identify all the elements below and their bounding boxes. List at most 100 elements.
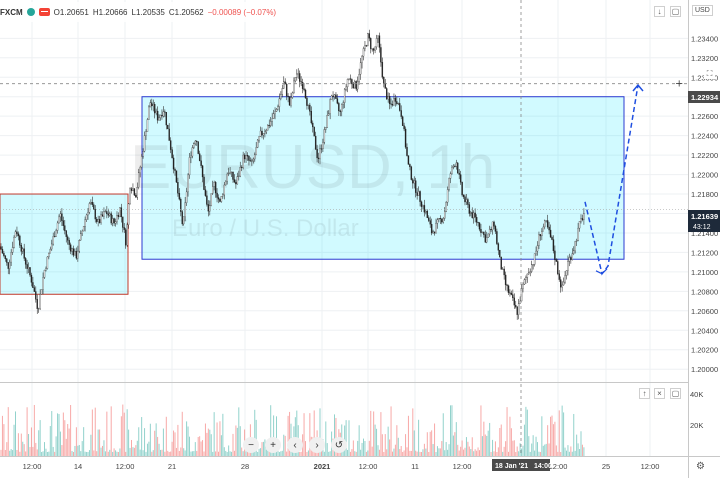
- arrow-down-icon[interactable]: ↓: [654, 6, 665, 17]
- candle-body: [38, 308, 40, 310]
- volume-bar: [149, 423, 151, 456]
- candle-body: [371, 48, 373, 50]
- candle-body: [545, 220, 547, 222]
- volume-bar: [442, 413, 444, 456]
- currency-badge[interactable]: USD: [692, 5, 713, 16]
- candle-body: [322, 142, 324, 150]
- volume-bar: [526, 409, 528, 456]
- candle-body: [22, 248, 24, 252]
- volume-bar: [450, 405, 451, 456]
- volume-bar: [358, 425, 360, 456]
- volume-bar: [19, 451, 21, 456]
- candle-body: [233, 179, 236, 183]
- time-axis[interactable]: 12:00 14 12:00 21 28 2021 12:00 11 12:00 12:00 25 1…: [23, 462, 660, 471]
- candle-body: [365, 45, 368, 47]
- fullscreen-icon[interactable]: ⛶: [704, 68, 715, 79]
- volume-bar: [238, 407, 240, 456]
- candle-body: [477, 222, 479, 224]
- candle-body: [413, 180, 415, 184]
- volume-bar: [326, 443, 328, 456]
- candle-body: [269, 121, 272, 126]
- reset-button[interactable]: ↺: [331, 437, 347, 453]
- volume-bar: [421, 452, 422, 456]
- volume-bar: [84, 451, 86, 456]
- candle-body: [478, 222, 481, 230]
- volume-bar: [393, 448, 395, 456]
- arrow-up-icon[interactable]: ↑: [639, 388, 650, 399]
- scroll-left-button[interactable]: ‹: [287, 437, 303, 453]
- volume-bar: [387, 426, 389, 456]
- candle-body: [501, 268, 504, 270]
- candle-body: [445, 202, 447, 212]
- close-icon[interactable]: ×: [654, 388, 665, 399]
- candle-body: [406, 147, 408, 156]
- volume-bar: [3, 424, 5, 456]
- candle-body: [430, 224, 433, 234]
- settings-icon[interactable]: ⚙: [695, 461, 706, 472]
- volume-bar: [196, 450, 198, 456]
- candle-body: [106, 211, 108, 215]
- candle-body: [206, 195, 208, 205]
- volume-bar: [286, 451, 288, 456]
- candle-body: [404, 128, 407, 148]
- candle-body: [458, 172, 460, 175]
- candle-body: [152, 104, 154, 107]
- price-tick-label: 1.22600: [691, 112, 718, 121]
- volume-bar: [439, 448, 441, 456]
- candle-body: [564, 275, 566, 283]
- window-icon-volume[interactable]: ▢: [670, 388, 681, 399]
- candle-body: [10, 252, 12, 263]
- zoom-out-button[interactable]: −: [243, 437, 259, 453]
- volume-bar: [93, 450, 95, 456]
- flag-icon[interactable]: [38, 8, 50, 16]
- volume-bar: [552, 424, 554, 456]
- candle-body: [142, 151, 144, 157]
- volume-bar: [104, 451, 106, 456]
- volume-bar: [158, 443, 160, 456]
- volume-bar: [129, 447, 131, 456]
- candle-body: [544, 220, 546, 228]
- volume-bar: [187, 426, 189, 456]
- window-icon[interactable]: ▢: [670, 6, 681, 17]
- volume-bar: [510, 428, 512, 456]
- candle-body: [429, 220, 431, 225]
- volume-bar: [563, 412, 565, 456]
- candle-body: [139, 166, 141, 173]
- volume-bar: [373, 411, 375, 456]
- candle-body: [336, 98, 339, 104]
- candle-body: [11, 247, 14, 253]
- volume-bar: [426, 432, 428, 456]
- candle-body: [68, 240, 70, 245]
- price-axis[interactable]: 1.234001.232001.230001.228001.226001.224…: [691, 34, 718, 374]
- candle-body: [230, 171, 233, 173]
- candle-body: [309, 104, 311, 112]
- volume-bar: [413, 430, 415, 456]
- volume-bar: [363, 438, 364, 456]
- volume-bar: [397, 437, 399, 456]
- volume-bar: [371, 446, 373, 456]
- volume-bar: [455, 422, 457, 456]
- volume-bar: [561, 405, 563, 456]
- time-tick-label: 12:00: [453, 462, 472, 471]
- volume-bar: [418, 419, 420, 456]
- candle-body: [184, 202, 186, 217]
- candle-body: [196, 140, 198, 143]
- candle-body: [441, 218, 443, 223]
- candle-body: [513, 297, 516, 306]
- candle-body: [123, 227, 125, 230]
- volume-bar: [91, 409, 93, 456]
- scroll-right-button[interactable]: ›: [309, 437, 325, 453]
- candle-body: [174, 169, 176, 171]
- volume-bar: [207, 428, 209, 456]
- candle-body: [207, 204, 210, 212]
- volume-bar: [64, 420, 66, 456]
- candle-body: [339, 110, 342, 112]
- candle-body: [67, 236, 69, 241]
- low-value: L1.20535: [131, 7, 165, 17]
- candle-body: [214, 182, 217, 194]
- candle-body: [449, 173, 452, 179]
- volume-bar: [48, 451, 50, 456]
- candle-body: [396, 101, 398, 104]
- zoom-in-button[interactable]: +: [265, 437, 281, 453]
